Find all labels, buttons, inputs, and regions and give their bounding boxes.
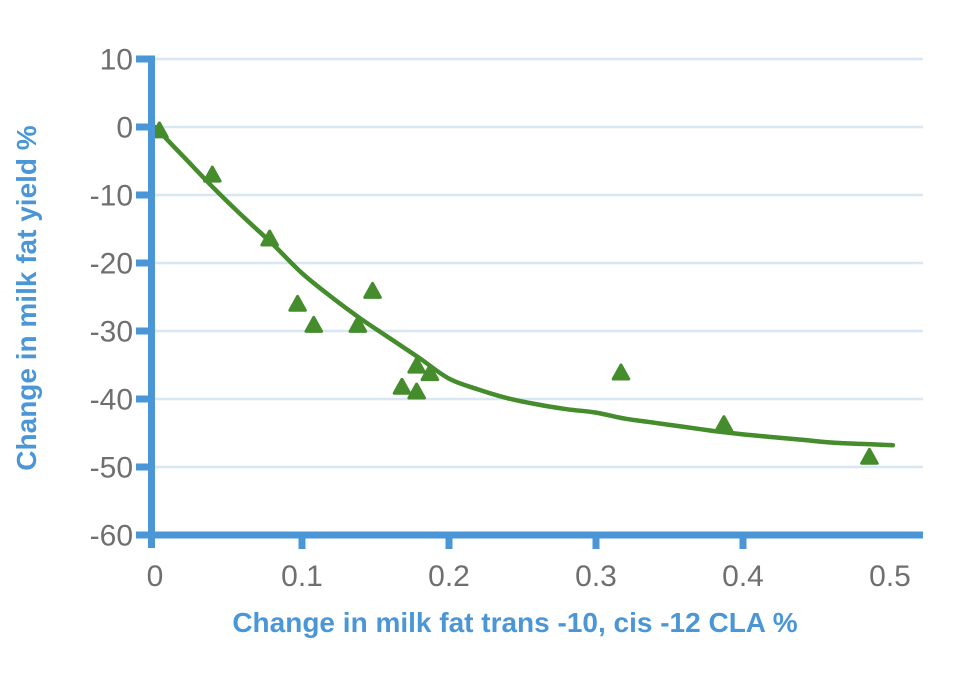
y-tick-label: -30 (90, 316, 133, 349)
data-point-triangle (611, 363, 631, 381)
data-point-triangle (407, 356, 426, 374)
y-tick-label: -60 (90, 520, 133, 553)
x-tick-label: 0.3 (575, 560, 617, 593)
scatter-points (150, 121, 879, 465)
data-point-triangle (150, 121, 169, 139)
data-point-triangle (288, 294, 307, 312)
y-axis-title: Change in milk fat yield % (11, 125, 42, 471)
data-point-triangle (260, 229, 279, 247)
data-point-triangle (363, 281, 382, 299)
y-tick-label: 0 (116, 112, 133, 145)
axis-ticks (136, 55, 747, 549)
x-axis-title: Change in milk fat trans -10, cis -12 CL… (232, 607, 797, 638)
data-point-triangle (420, 364, 440, 382)
y-tick-label: 10 (100, 44, 133, 77)
axes (148, 56, 923, 548)
y-tick-labels: 10 0 -10 -20 -30 -40 -50 -60 (90, 44, 133, 553)
gridlines (155, 57, 923, 469)
data-point-triangle (407, 382, 426, 400)
y-tick-label: -10 (90, 180, 133, 213)
data-point-triangle (203, 165, 222, 183)
trend-curve (152, 124, 896, 448)
x-tick-label: 0.1 (281, 560, 323, 593)
x-tick-label: 0.4 (722, 560, 764, 593)
y-tick-label: -20 (90, 248, 133, 281)
y-tick-label: -50 (90, 452, 133, 485)
data-point-triangle (714, 415, 734, 433)
trend-line (152, 124, 896, 448)
data-point-triangle (304, 315, 324, 333)
data-point-triangle (348, 315, 368, 333)
x-tick-label: 0.2 (428, 560, 470, 593)
y-tick-label: -40 (90, 384, 133, 417)
data-point-triangle (392, 377, 412, 395)
data-point-triangle (860, 447, 879, 465)
x-tick-label: 0.5 (869, 560, 911, 593)
x-tick-labels: 0 0.1 0.2 0.3 0.4 0.5 (147, 560, 911, 593)
x-tick-label: 0 (147, 560, 164, 593)
